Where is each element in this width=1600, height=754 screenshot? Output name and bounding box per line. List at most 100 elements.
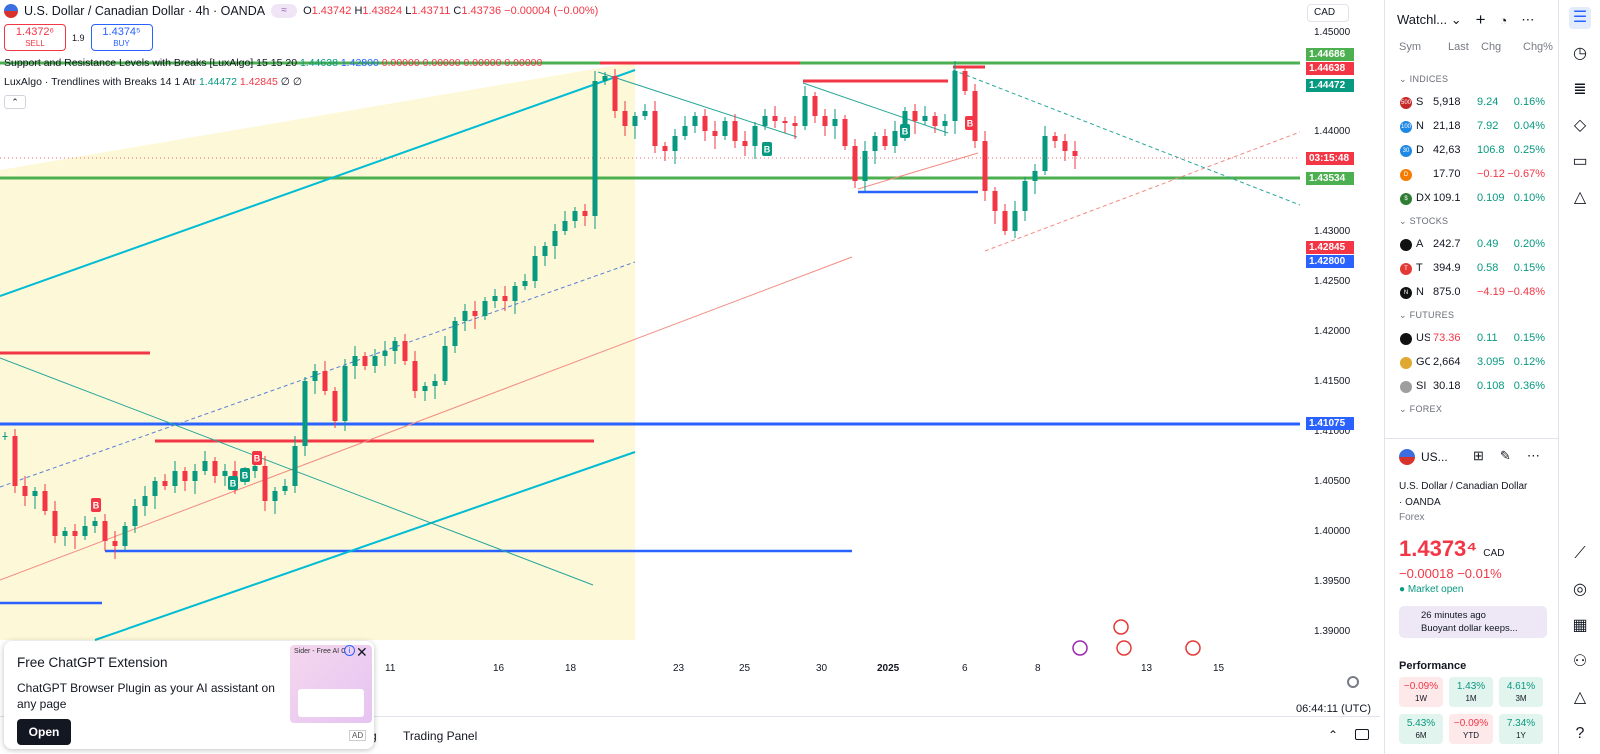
currency-selector[interactable]: CAD [1307, 4, 1349, 22]
watchlist-row[interactable]: SI 30.18 0.108 0.36% [1385, 376, 1559, 398]
symbol-logo-icon: $ [1400, 193, 1412, 205]
bell-icon[interactable]: △ [1573, 189, 1587, 206]
ad-image[interactable]: Sider - Free AI C [290, 645, 372, 723]
watchlist-row[interactable]: 30 D 42,63 106.8 0.25% [1385, 140, 1559, 162]
indicator-legend-trendlines[interactable]: LuxAlgo · Trendlines with Breaks 14 1 At… [4, 76, 302, 88]
symbol-title[interactable]: U.S. Dollar / Canadian Dollar · 4h · OAN… [24, 4, 266, 18]
grid-icon[interactable]: ⊞ [1473, 448, 1484, 463]
break-marker-label: B [230, 479, 237, 489]
help-icon[interactable]: ? [1575, 725, 1585, 742]
watchlist-section-stocks[interactable]: STOCKS [1399, 216, 1448, 227]
edit-icon[interactable]: ✎ [1499, 448, 1511, 463]
alerts-clock-icon[interactable]: ◷ [1573, 45, 1587, 62]
watchlist-row[interactable]: US 73.36 0.11 0.15% [1385, 328, 1559, 350]
notifications-icon[interactable]: △ [1573, 689, 1587, 706]
candle-body [982, 141, 988, 191]
news-card[interactable]: 26 minutes ago Buoyant dollar keeps... [1399, 606, 1547, 638]
trendline-teal [802, 82, 949, 134]
col-last[interactable]: Last [1448, 41, 1469, 53]
add-symbol-icon[interactable]: + [1475, 10, 1486, 29]
break-marker [965, 116, 975, 130]
tab-trading-panel[interactable]: Trading Panel [403, 729, 478, 743]
watchlist-row[interactable]: GC 2,664 3.095 0.12% [1385, 352, 1559, 374]
info-icon[interactable]: i [344, 645, 355, 656]
layers-icon[interactable]: ◇ [1573, 117, 1587, 134]
maximize-icon[interactable] [1355, 729, 1369, 740]
symbol-logo-icon [1400, 381, 1412, 393]
symbol-logo-icon: 100 [1400, 121, 1412, 133]
indicator-legend-sr[interactable]: Support and Resistance Levels with Break… [4, 57, 543, 69]
gauge-icon[interactable]: ◎ [1573, 581, 1587, 598]
row-change-pct: 0.16% [1513, 96, 1545, 108]
watchlist-section-forex[interactable]: FOREX [1399, 404, 1442, 415]
trendline-red-projection [984, 131, 1300, 252]
pencil-trend-icon[interactable]: ⟋ [1574, 545, 1586, 562]
col-chg[interactable]: Chg [1481, 41, 1502, 53]
candle-body [832, 119, 838, 126]
candle-body [92, 521, 98, 526]
watchlist-section-futures[interactable]: FUTURES [1399, 310, 1454, 321]
row-last: 42,63 [1433, 144, 1461, 156]
time-label: 30 [816, 663, 828, 674]
more-options-icon[interactable]: ⋯ [1521, 12, 1535, 27]
candle-body [1042, 136, 1048, 171]
candle-body [202, 461, 208, 471]
watchlist-section-indices[interactable]: INDICES [1399, 74, 1448, 85]
row-change-pct: 0.15% [1513, 262, 1545, 274]
price-tick: 1.39000 [1314, 626, 1351, 637]
candle-body [582, 211, 588, 216]
details-header[interactable]: US... [1399, 449, 1448, 465]
community-icon[interactable]: ⚇ [1572, 653, 1588, 670]
calendar-icon[interactable]: ▦ [1572, 617, 1588, 634]
close-icon[interactable]: ✕ [356, 644, 368, 660]
utc-clock[interactable]: 06:44:11 (UTC) [1296, 703, 1371, 715]
symbol-full-name[interactable]: U.S. Dollar / Canadian Dollar [1399, 481, 1528, 492]
candle-body [752, 126, 758, 146]
advanced-view-icon[interactable]: ◔ [1499, 12, 1508, 28]
buy-button[interactable]: 1.4374⁵ BUY [90, 24, 153, 51]
more-options-icon[interactable]: ⋯ [1526, 448, 1540, 463]
chevron-up-icon[interactable]: ⌃ [1328, 728, 1339, 742]
symbol-change: −0.00018 −0.01% [1399, 566, 1502, 581]
break-marker-label: B [254, 454, 261, 464]
collapse-legend-button[interactable]: ⌃ [4, 95, 26, 109]
watchlist-row[interactable]: $ DX 109.1 0.109 0.10% [1385, 188, 1559, 210]
watchlist-row[interactable]: D 17.70 −0.12 −0.67% [1385, 164, 1559, 186]
candle-body [722, 121, 728, 136]
candle-body [222, 471, 228, 476]
candle-body [972, 91, 978, 141]
price-tick: 1.41000 [1314, 426, 1351, 437]
row-change-pct: 0.15% [1513, 332, 1545, 344]
watchlist-icon[interactable]: ☰ [1569, 7, 1591, 29]
list-icon[interactable]: ≣ [1573, 81, 1587, 98]
row-last: 394.9 [1433, 262, 1461, 274]
break-marker [762, 142, 772, 156]
candle-body [382, 351, 388, 356]
row-change: 0.109 [1477, 192, 1505, 204]
candle-body [862, 151, 868, 181]
watchlist-row[interactable]: N N 875.0 −4.19 −0.48% [1385, 282, 1559, 304]
col-sym[interactable]: Sym [1399, 41, 1421, 53]
ohlc-readout: O1.43742 H1.43824 L1.43711 C1.43736 −0.0… [303, 5, 599, 17]
watchlist-row[interactable]: T T 394.9 0.58 0.15% [1385, 258, 1559, 280]
candle-body [912, 111, 918, 121]
watchlist-title[interactable]: Watchl... ⌄ [1397, 12, 1462, 27]
time-label: 25 [739, 663, 751, 674]
col-chg-pct[interactable]: Chg% [1523, 41, 1553, 53]
indicator-toggle-icon[interactable]: ≈ [271, 4, 298, 18]
chart-settings-gear-icon[interactable] [1347, 676, 1359, 688]
row-change-pct: −0.67% [1507, 168, 1545, 180]
symbol-category: Forex [1399, 512, 1425, 523]
watchlist-row[interactable]: 500 S 5,918 9.24 0.16% [1385, 92, 1559, 114]
sell-button[interactable]: 1.4372⁶ SELL [4, 24, 66, 51]
watchlist-row[interactable]: A 242.7 0.49 0.20% [1385, 234, 1559, 256]
candle-body [802, 96, 808, 126]
chat-icon[interactable]: ▭ [1572, 153, 1588, 170]
candle-body [392, 341, 398, 351]
row-last: 73.36 [1433, 332, 1461, 344]
watchlist-row[interactable]: 100 N 21,18 7.92 0.04% [1385, 116, 1559, 138]
break-marker [252, 451, 262, 465]
ad-open-button[interactable]: Open [17, 719, 71, 745]
